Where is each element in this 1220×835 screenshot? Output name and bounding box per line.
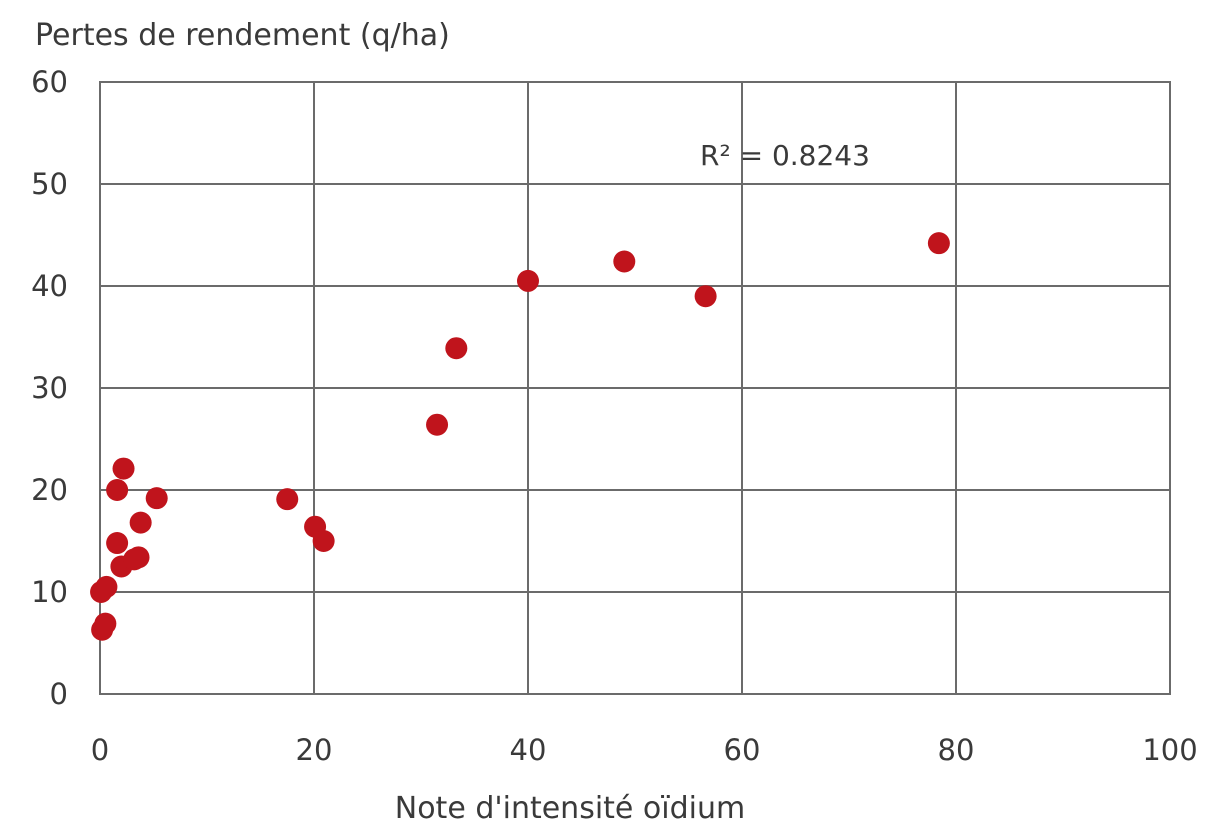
y-tick-label: 40: [31, 269, 68, 303]
y-tick-label: 60: [31, 65, 68, 99]
data-points: [90, 232, 950, 641]
data-point: [276, 488, 299, 511]
y-tick-label: 50: [31, 167, 68, 201]
x-tick-label: 80: [938, 733, 975, 767]
data-point: [145, 487, 168, 510]
x-axis-ticks: 0 20 40 60 80 100: [91, 733, 1198, 767]
x-tick-label: 40: [510, 733, 547, 767]
x-tick-label: 0: [91, 733, 109, 767]
data-point: [95, 575, 118, 598]
data-point: [694, 285, 717, 308]
y-tick-label: 20: [31, 473, 68, 507]
data-point: [445, 337, 468, 360]
x-tick-label: 100: [1142, 733, 1197, 767]
y-tick-label: 10: [31, 575, 68, 609]
x-axis-title: Note d'intensité oïdium: [395, 791, 745, 826]
y-tick-label: 0: [50, 677, 68, 711]
plot-area-frame: [99, 81, 1171, 695]
y-axis-ticks: 0 10 20 30 40 50 60: [31, 65, 68, 711]
y-axis-title: Pertes de rendement (q/ha): [35, 18, 450, 53]
x-tick-label: 60: [724, 733, 761, 767]
data-point: [927, 232, 950, 255]
data-point: [312, 530, 335, 552]
data-point: [106, 532, 129, 555]
data-point: [613, 250, 636, 273]
grid-lines: [99, 81, 1171, 695]
y-tick-label: 30: [31, 371, 68, 405]
data-point: [106, 479, 129, 501]
data-point: [129, 511, 152, 534]
data-point: [94, 612, 117, 635]
r-squared-annotation: R² = 0.8243: [700, 139, 870, 172]
data-point: [112, 457, 135, 480]
x-tick-label: 20: [296, 733, 333, 767]
data-point: [517, 269, 539, 292]
data-point: [426, 413, 449, 436]
data-point: [127, 546, 150, 569]
